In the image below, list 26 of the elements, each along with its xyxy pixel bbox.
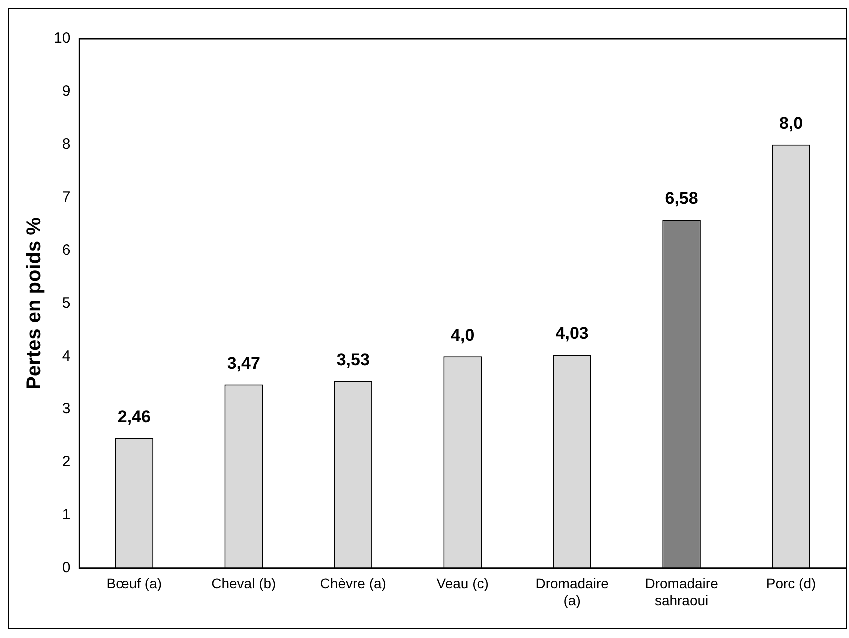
data-label: 3,53 [336, 350, 370, 370]
y-tick-label: 5 [62, 294, 71, 312]
x-tick-label: Veau (c) [436, 576, 489, 592]
y-axis-title: Pertes en poids % [24, 217, 46, 390]
data-label: 4,0 [451, 326, 475, 345]
data-label: 4,03 [556, 324, 589, 344]
y-tick-label: 1 [62, 506, 71, 524]
y-tick-label: 7 [62, 188, 71, 206]
x-tick-label: Dromadaire (a) [536, 576, 610, 608]
y-tick-label: 0 [62, 560, 71, 577]
y-tick-label: 3 [62, 400, 71, 418]
y-tick-label: 9 [62, 83, 71, 100]
y-tick-label: 10 [54, 30, 71, 48]
data-label: 2,46 [118, 407, 151, 426]
data-label: 8,0 [779, 114, 804, 134]
data-label: 6,58 [665, 189, 698, 208]
y-tick-label: 2 [62, 454, 71, 471]
y-tick-label: 4 [62, 348, 71, 365]
y-tick-label: 6 [62, 242, 71, 259]
y-tick-label: 8 [62, 136, 71, 154]
x-tick-label: Chèvre (a) [320, 576, 386, 592]
x-tick-label: Bœuf (a) [106, 576, 162, 592]
x-tick-label: Porc (d) [766, 576, 816, 592]
data-label: 3,47 [227, 354, 260, 373]
x-tick-label: Cheval (b) [212, 576, 276, 592]
x-tick-label: Dromadaire sahraoui [645, 576, 719, 608]
